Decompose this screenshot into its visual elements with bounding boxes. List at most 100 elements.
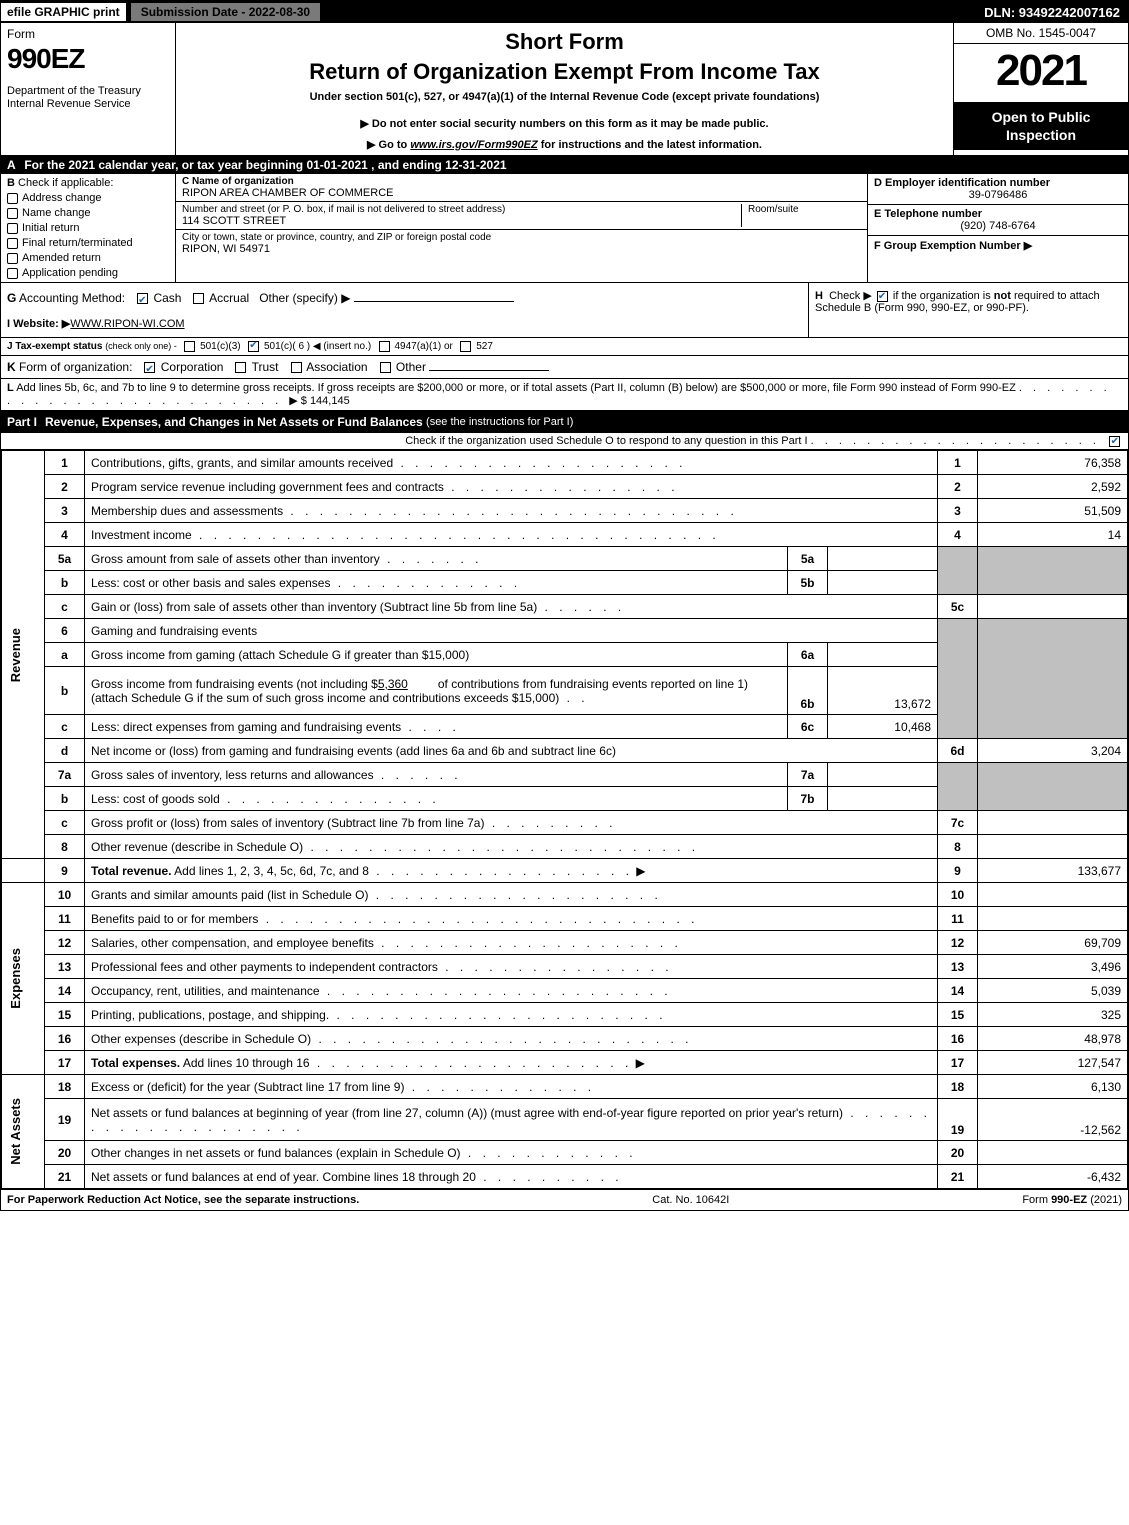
chk-501c3[interactable] (184, 341, 195, 352)
line-ref: 2 (938, 475, 978, 499)
paperwork-notice: For Paperwork Reduction Act Notice, see … (7, 1194, 359, 1206)
line-num: d (45, 739, 85, 763)
line-num: 17 (45, 1051, 85, 1075)
netassets-label: Net Assets (2, 1075, 45, 1189)
street: 114 SCOTT STREET (182, 215, 741, 227)
line-ref: 13 (938, 955, 978, 979)
city-label: City or town, state or province, country… (182, 232, 861, 243)
chk-label: Amended return (22, 252, 101, 264)
part1-header: Part I Revenue, Expenses, and Changes in… (1, 411, 1128, 433)
chk-accrual[interactable] (193, 293, 204, 304)
line-num: b (45, 571, 85, 595)
chk-4947[interactable] (379, 341, 390, 352)
line-num: b (45, 667, 85, 715)
line-amount: 127,547 (978, 1051, 1128, 1075)
line-num: 19 (45, 1099, 85, 1141)
line-desc: Gross profit or (loss) from sales of inv… (85, 811, 938, 835)
section-b: B Check if applicable: Address change Na… (1, 174, 176, 282)
line-6d: d Net income or (loss) from gaming and f… (2, 739, 1128, 763)
chk-initial-return[interactable]: Initial return (7, 222, 169, 234)
line-amount: 14 (978, 523, 1128, 547)
line-desc: Less: cost of goods sold . . . . . . . .… (85, 787, 788, 811)
section-e: E Telephone number (920) 748-6764 (868, 205, 1128, 236)
chk-association[interactable] (291, 362, 302, 373)
street-label: Number and street (or P. O. box, if mail… (182, 204, 741, 215)
line-ref: 7c (938, 811, 978, 835)
city: RIPON, WI 54971 (182, 243, 861, 255)
line-9: 9 Total revenue. Add lines 1, 2, 3, 4, 5… (2, 859, 1128, 883)
chk-schedule-b[interactable] (877, 291, 888, 302)
fundraising-amt: 5,360 (378, 677, 408, 691)
chk-527[interactable] (460, 341, 471, 352)
ein-label: D Employer identification number (874, 177, 1122, 189)
line-5a: 5a Gross amount from sale of assets othe… (2, 547, 1128, 571)
line-amount (978, 907, 1128, 931)
street-left: Number and street (or P. O. box, if mail… (182, 204, 741, 227)
short-form-title: Short Form (184, 29, 945, 55)
line-amount (978, 1141, 1128, 1165)
vert-spacer (2, 859, 45, 883)
chk-501c[interactable] (248, 341, 259, 352)
line-desc: Gross income from fundraising events (no… (85, 667, 788, 715)
chk-corporation[interactable] (144, 362, 155, 373)
irs-link[interactable]: www.irs.gov/Form990EZ (410, 139, 537, 151)
chk-schedule-o[interactable] (1109, 436, 1120, 447)
line-amount: 133,677 (978, 859, 1128, 883)
line-6: 6 Gaming and fundraising events (2, 619, 1128, 643)
line-desc: Printing, publications, postage, and shi… (85, 1003, 938, 1027)
row-g: G Accounting Method: Cash Accrual Other … (1, 283, 808, 337)
line-ref: 18 (938, 1075, 978, 1099)
part1-check-text: Check if the organization used Schedule … (405, 435, 807, 447)
sub-num: 6b (788, 667, 828, 715)
line-4: 4 Investment income . . . . . . . . . . … (2, 523, 1128, 547)
line-num: a (45, 643, 85, 667)
line-desc: Salaries, other compensation, and employ… (85, 931, 938, 955)
org-name-label: C Name of organization (182, 176, 861, 187)
line-ref: 12 (938, 931, 978, 955)
chk-label: Address change (22, 192, 102, 204)
chk-label: Final return/terminated (22, 237, 133, 249)
checkbox-icon (7, 238, 18, 249)
h-label: H (815, 290, 823, 302)
chk-application-pending[interactable]: Application pending (7, 267, 169, 279)
checkbox-icon (7, 208, 18, 219)
phone-value: (920) 748-6764 (874, 220, 1122, 232)
other-label: Other (specify) ▶ (259, 291, 350, 305)
section-bcdef: B Check if applicable: Address change Na… (1, 174, 1128, 283)
form-990ez: efile GRAPHIC print Submission Date - 20… (0, 0, 1129, 1211)
line-ref: 14 (938, 979, 978, 1003)
line-num: 1 (45, 451, 85, 475)
line-amount: 69,709 (978, 931, 1128, 955)
line-7c: c Gross profit or (loss) from sales of i… (2, 811, 1128, 835)
website-value[interactable]: WWW.RIPON-WI.COM (70, 318, 184, 330)
j-sub: (check only one) - (105, 341, 177, 351)
line-desc: Occupancy, rent, utilities, and maintena… (85, 979, 938, 1003)
other-org-line (429, 370, 549, 371)
line-ref: 3 (938, 499, 978, 523)
line-21: 21 Net assets or fund balances at end of… (2, 1165, 1128, 1189)
line-num: 14 (45, 979, 85, 1003)
efile-label[interactable]: efile GRAPHIC print (1, 3, 126, 21)
shade-cell (978, 547, 1128, 595)
k-corp: Corporation (161, 360, 224, 374)
chk-address-change[interactable]: Address change (7, 192, 169, 204)
org-name: RIPON AREA CHAMBER OF COMMERCE (182, 187, 861, 199)
section-d: D Employer identification number 39-0796… (868, 174, 1128, 205)
line-ref: 5c (938, 595, 978, 619)
chk-final-return[interactable]: Final return/terminated (7, 237, 169, 249)
chk-cash[interactable] (137, 293, 148, 304)
line-desc: Total expenses. Add lines 10 through 16 … (85, 1051, 938, 1075)
chk-trust[interactable] (235, 362, 246, 373)
return-title: Return of Organization Exempt From Incom… (184, 59, 945, 85)
chk-name-change[interactable]: Name change (7, 207, 169, 219)
line-num: 15 (45, 1003, 85, 1027)
row-i: I Website: ▶WWW.RIPON-WI.COM (7, 305, 802, 333)
chk-other-org[interactable] (380, 362, 391, 373)
chk-amended[interactable]: Amended return (7, 252, 169, 264)
chk-label: Name change (22, 207, 91, 219)
line-desc: Gross income from gaming (attach Schedul… (85, 643, 788, 667)
b-head-text: Check if applicable: (18, 177, 113, 189)
k-trust: Trust (252, 360, 279, 374)
j-opt4: 527 (476, 341, 493, 352)
line-ref: 11 (938, 907, 978, 931)
